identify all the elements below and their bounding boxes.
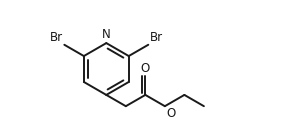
Text: Br: Br <box>50 31 63 44</box>
Text: Br: Br <box>149 31 163 44</box>
Text: O: O <box>141 62 150 75</box>
Text: N: N <box>102 28 111 41</box>
Text: O: O <box>166 107 175 120</box>
